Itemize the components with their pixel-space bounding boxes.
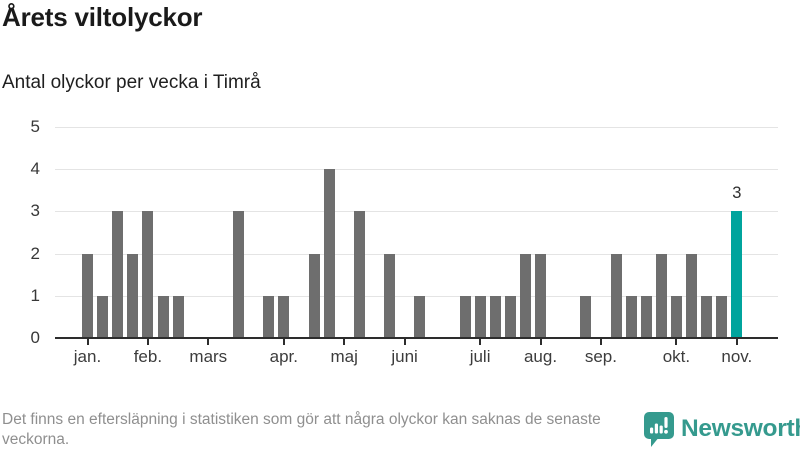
bar-week-13 [263,295,275,338]
x-tick-feb [146,339,149,345]
bar-week-6 [157,295,169,338]
bar-week-2 [97,295,109,338]
x-axis-label-mars: mars [189,347,228,366]
x-axis-label-feb: feb. [133,347,163,366]
bar-week-31 [535,253,546,338]
bar-week-28 [489,295,501,338]
y-axis-label-0: 0 [30,328,40,347]
x-tick-mars [207,339,210,345]
bar-week-29 [504,295,516,338]
bar-week-3 [112,211,124,338]
highlight-value-label: 3 [732,184,742,203]
bar-highlighted-week-44 [731,211,743,338]
bar-week-14 [278,295,290,338]
bar-week-17 [323,169,335,338]
x-axis-label-jan: jan. [73,347,102,366]
newsworthy-logo: Newsworthy [644,411,800,447]
bar-week-21 [384,253,395,338]
bar-week-43 [716,295,728,338]
bar-week-1 [82,253,93,338]
x-axis-label-juni: juni [391,347,418,366]
bar-week-5 [142,211,154,338]
bar-week-4 [127,253,139,338]
x-tick-juli [479,339,482,345]
x-axis-label-juli: juli [469,347,491,366]
bar-week-27 [474,295,486,338]
x-tick-juni [403,339,406,345]
x-axis-label-aug: aug. [523,347,558,366]
bar-week-19 [353,211,365,338]
x-tick-apr [282,339,285,345]
newsworthy-logo-text: Newsworthy [681,415,800,442]
bar-week-36 [610,253,622,338]
page-title: Årets viltolyckor [2,2,203,32]
bar-week-40 [670,295,682,338]
y-axis-label-3: 3 [30,201,40,221]
bar-week-38 [640,295,652,338]
y-axis-label-5: 5 [30,117,40,136]
bar-week-7 [172,295,184,338]
x-axis-label-maj: maj [330,347,358,366]
gridline-y3 [55,211,778,213]
gridline-y2 [55,253,778,255]
x-axis-label-okt: okt. [662,347,691,366]
y-axis-label-2: 2 [30,243,40,263]
x-tick-maj [343,339,346,345]
x-axis-label-sep: sep. [584,347,617,366]
bar-week-30 [519,253,531,338]
x-tick-sep [599,339,602,345]
bar-week-41 [686,253,697,338]
x-axis-line [55,337,778,339]
x-tick-okt [675,339,678,345]
x-axis-label-nov: nov. [721,347,753,366]
footer-note: Det finns en eftersläpning i statistiken… [2,411,601,448]
gridline-y4 [55,169,778,171]
y-axis-label-4: 4 [30,159,40,179]
x-tick-nov [735,339,738,345]
gridline-y5 [55,127,778,128]
x-axis-label-apr: apr. [269,347,298,366]
bar-week-11 [233,211,244,338]
bar-week-23 [414,295,426,338]
bar-week-26 [459,295,471,338]
bar-chart: 0 1 2 3 4 5 3 jan. feb. mars apr. maj juni juli aug.… [30,117,778,366]
bar-week-37 [625,295,637,338]
y-axis-label-1: 1 [30,285,40,305]
bar-week-42 [701,295,713,338]
newsworthy-logo-icon [644,411,674,447]
bar-week-34 [580,295,592,338]
bar-week-16 [308,253,320,338]
chart-subtitle: Antal olyckor per vecka i Timrå [2,72,261,93]
x-tick-aug [539,339,542,345]
bar-week-39 [655,253,667,338]
x-tick-jan [86,339,89,345]
